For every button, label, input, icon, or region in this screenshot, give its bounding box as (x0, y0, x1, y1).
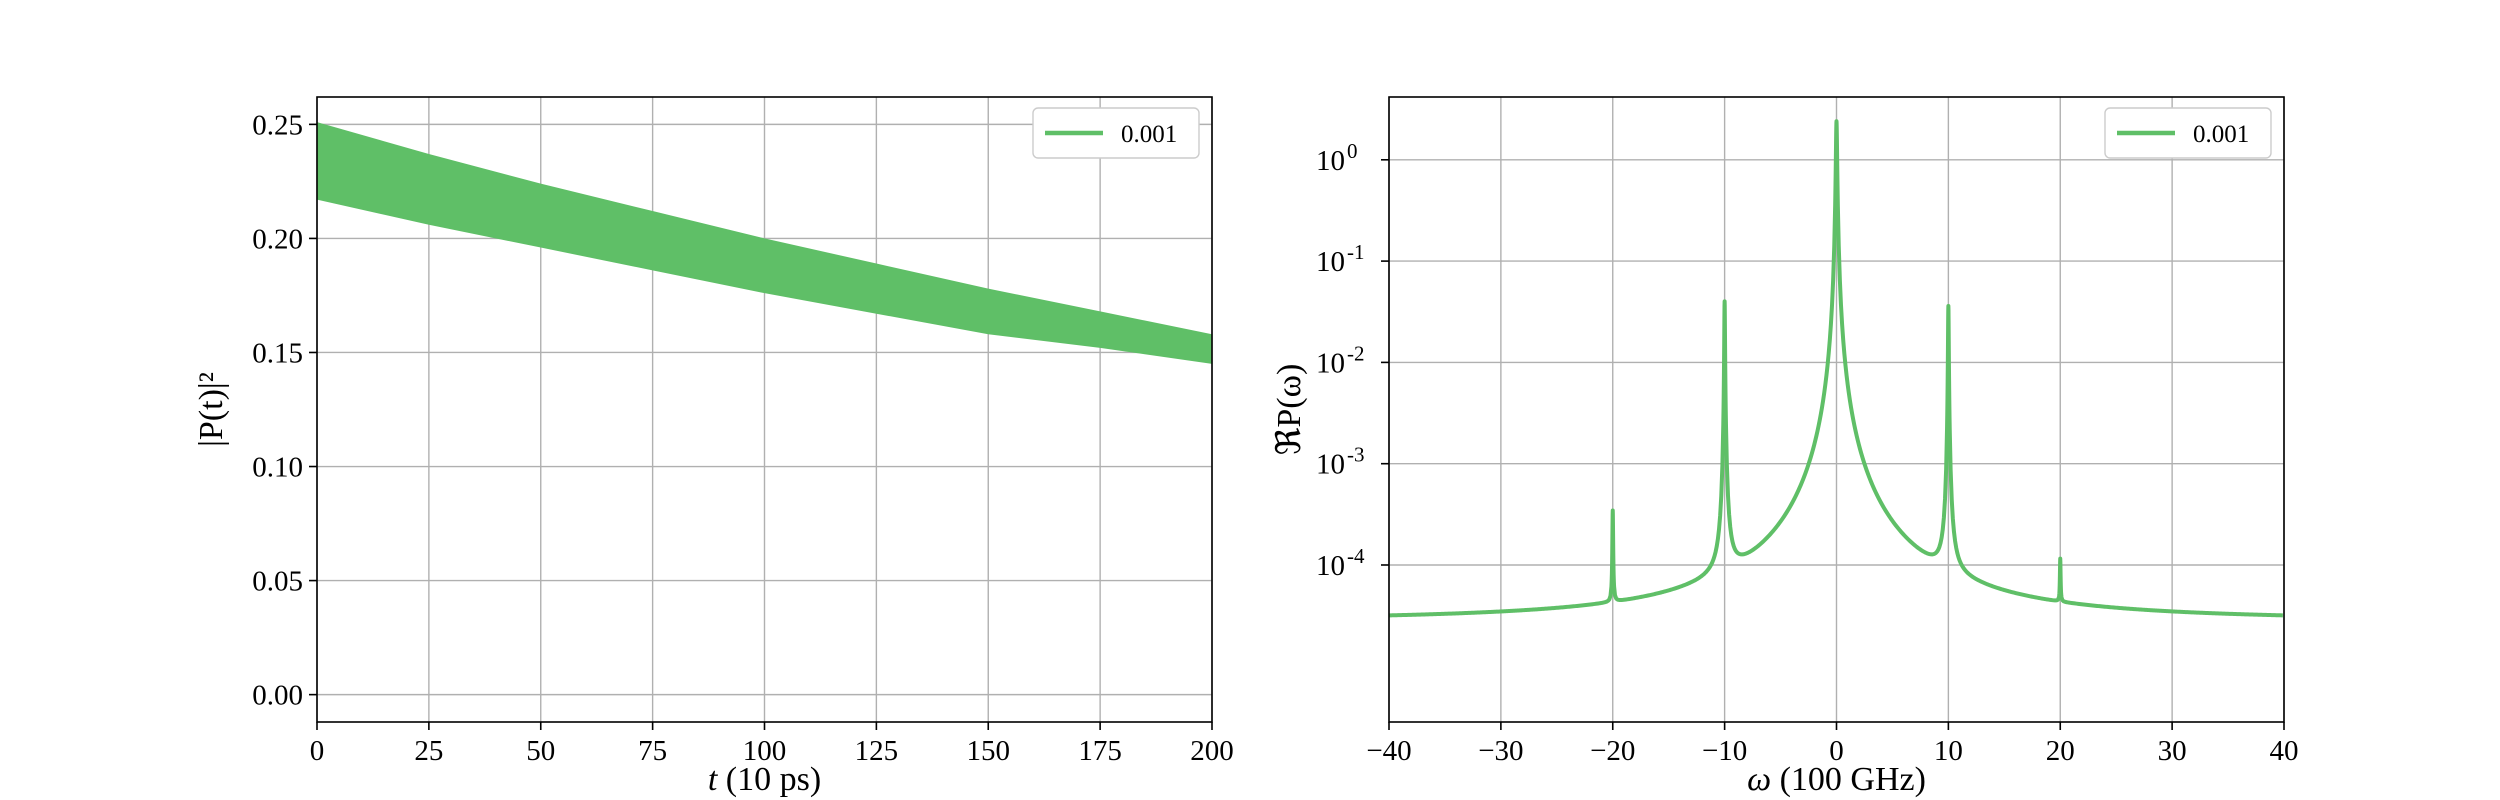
x-tick-label: 100 (743, 735, 787, 767)
x-axis-label: ω (100 GHz) (1747, 761, 1926, 798)
y-tick-label: 10 (1316, 246, 1345, 278)
y-tick-label: 10 (1316, 449, 1345, 481)
legend-label: 0.001 (1121, 121, 1177, 148)
y-tick-label: 0.05 (252, 566, 303, 598)
x-tick-label: 25 (414, 735, 443, 767)
left-chart-decay-plot: 0 25 50 75 100 125 150 175 200 0.00 0.05 0.10 0.15 0.… (193, 96, 1234, 798)
x-tick-label: −20 (1590, 735, 1635, 767)
x-tick-label: −10 (1702, 735, 1747, 767)
x-axis-label-unit: (10 ps) (717, 761, 821, 798)
legend-label: 0.001 (2193, 121, 2249, 148)
series-line-0.001 (1388, 119, 2284, 618)
y-tick-label: 0.00 (252, 680, 303, 712)
x-axis-label-var: t (708, 761, 719, 798)
y-tick-exponent: 0 (1347, 139, 1358, 163)
y-tick-label: 10 (1316, 550, 1345, 582)
y-tick-exponent: -2 (1347, 341, 1365, 365)
y-tick-label: 0.10 (252, 452, 303, 484)
y-tick-exponent: -1 (1347, 240, 1365, 264)
y-tick-exponent: -4 (1347, 544, 1365, 568)
x-tick-label: 50 (526, 735, 555, 767)
x-tick-label: 40 (2270, 735, 2299, 767)
y-tick-label: 0.15 (252, 337, 303, 369)
x-tick-label: −30 (1478, 735, 1523, 767)
y-axis-label: ℜP(ω) (1271, 364, 1308, 456)
x-tick-label: 0 (1829, 735, 1844, 767)
y-tick-label: 10 (1316, 145, 1345, 177)
series-band-0.001 (317, 122, 1212, 364)
legend-box (1032, 107, 1200, 159)
y-axis-label: |P(t)|² (193, 372, 230, 447)
x-tick-label: 175 (1078, 735, 1122, 767)
x-tick-label: 20 (2046, 735, 2075, 767)
y-tick-label: 10 (1316, 347, 1345, 379)
x-tick-label: −40 (1366, 735, 1411, 767)
x-tick-label: 30 (2158, 735, 2187, 767)
x-tick-label: 75 (638, 735, 667, 767)
x-axis-label: t (10 ps) (708, 761, 821, 798)
x-tick-label: 200 (1190, 735, 1234, 767)
x-tick-label: 0 (310, 735, 325, 767)
x-axis-label-unit: (100 GHz) (1771, 761, 1926, 798)
y-tick-label: 0.25 (252, 109, 303, 141)
y-tick-exponent: -3 (1347, 443, 1365, 467)
legend-box (2104, 107, 2272, 159)
x-axis-label-var: ω (1747, 761, 1771, 798)
x-tick-label: 10 (1934, 735, 1963, 767)
x-tick-label: 150 (967, 735, 1011, 767)
y-tick-label: 0.20 (252, 223, 303, 255)
x-tick-label: 125 (855, 735, 899, 767)
